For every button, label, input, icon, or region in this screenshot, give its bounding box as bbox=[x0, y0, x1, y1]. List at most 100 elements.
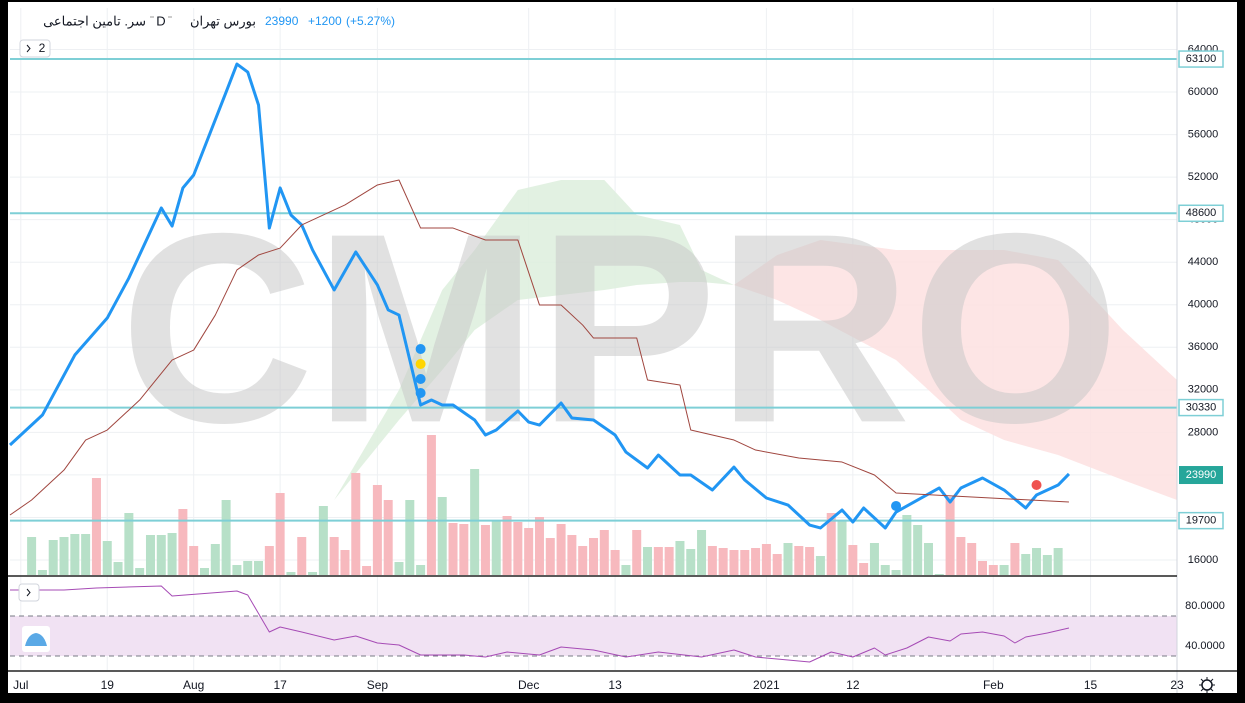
volume-bar bbox=[837, 520, 847, 575]
volume-bar bbox=[869, 543, 879, 575]
x-tick-label: Dec bbox=[518, 678, 539, 692]
y-tick-label: 52000 bbox=[1188, 171, 1219, 183]
rsi-band bbox=[10, 616, 1177, 656]
interval[interactable]: D bbox=[156, 13, 165, 28]
volume-bar bbox=[37, 570, 47, 575]
volume-bar bbox=[761, 544, 771, 575]
watermark: CMPRO bbox=[120, 178, 1120, 479]
volume-bar bbox=[167, 533, 177, 575]
volume-bar bbox=[1053, 548, 1063, 575]
volume-bar bbox=[459, 524, 469, 575]
volume-bar bbox=[945, 497, 955, 575]
volume-bar bbox=[426, 435, 436, 575]
level-label-box bbox=[1178, 511, 1224, 530]
volume-bar bbox=[297, 537, 307, 575]
indicator-icon bbox=[25, 633, 47, 646]
volume-bar bbox=[254, 561, 264, 575]
volume-bar bbox=[718, 548, 728, 575]
x-tick-label: 15 bbox=[1084, 678, 1098, 692]
rsi-tick-label: 80.0000 bbox=[1185, 600, 1225, 612]
volume-bar bbox=[707, 546, 717, 575]
volume-bar bbox=[178, 509, 188, 575]
volume-bar bbox=[448, 523, 458, 575]
signal-dot bbox=[415, 388, 426, 399]
collapse-button[interactable] bbox=[19, 39, 51, 58]
last-price-box bbox=[1179, 466, 1223, 485]
volume-bar bbox=[394, 562, 404, 575]
plot: CMPRO bbox=[8, 8, 1178, 670]
volume-bar bbox=[48, 540, 58, 575]
volume-bar bbox=[653, 547, 663, 575]
volume-bar bbox=[902, 515, 912, 575]
settings-icon-teeth bbox=[1199, 677, 1215, 693]
volume-bar bbox=[81, 534, 91, 575]
signal-dot bbox=[415, 358, 426, 369]
volume-bar bbox=[221, 500, 231, 575]
last-price-label: 23990 bbox=[1186, 469, 1217, 481]
level-label-box bbox=[1178, 50, 1224, 68]
rsi-tick-label: 40.0000 bbox=[1185, 640, 1225, 652]
volume-bar bbox=[264, 546, 274, 575]
volume-bar bbox=[891, 570, 901, 575]
volume-bar bbox=[513, 522, 523, 575]
volume-bar bbox=[145, 535, 155, 575]
last-price: 23990 bbox=[265, 14, 299, 28]
level-label: 19700 bbox=[1186, 515, 1217, 527]
x-tick-label: Sep bbox=[367, 678, 389, 692]
volume-bar bbox=[999, 565, 1009, 575]
exchange: بورس تهران bbox=[190, 13, 256, 29]
volume-bar bbox=[697, 530, 707, 575]
volume-bar bbox=[880, 565, 890, 575]
level-label-box bbox=[1178, 204, 1224, 223]
chevron-icon bbox=[26, 44, 31, 53]
y-tick-label: 16000 bbox=[1188, 554, 1219, 566]
volume-bar bbox=[675, 541, 685, 575]
y-tick-label: 44000 bbox=[1188, 256, 1219, 268]
indicator-count: 2 bbox=[39, 41, 46, 55]
volume-bar bbox=[480, 525, 490, 575]
volume-bar bbox=[405, 500, 415, 575]
y-tick-label: 36000 bbox=[1188, 341, 1219, 353]
volume-bar bbox=[70, 534, 80, 575]
volume-bar bbox=[502, 516, 512, 575]
expand-button[interactable] bbox=[18, 583, 40, 602]
volume-bar bbox=[978, 561, 987, 575]
volume-bar bbox=[91, 478, 101, 575]
volume-bar bbox=[599, 530, 609, 575]
volume-bar bbox=[686, 549, 696, 575]
volume-bar bbox=[340, 550, 350, 575]
volume-bar bbox=[1010, 543, 1020, 575]
level-label-box bbox=[1178, 398, 1224, 417]
volume-bar bbox=[286, 572, 296, 575]
x-tick-label: 2021 bbox=[753, 678, 780, 692]
signal-dot bbox=[415, 373, 426, 384]
x-tick-label: 17 bbox=[273, 678, 287, 692]
volume-bar bbox=[621, 565, 631, 575]
volume-bar bbox=[362, 566, 372, 575]
volume-bar bbox=[200, 568, 209, 575]
volume-bar bbox=[859, 563, 869, 575]
volume-bar bbox=[308, 572, 318, 575]
volume-bar bbox=[534, 517, 544, 575]
volume-bar bbox=[783, 543, 793, 575]
y-tick-label: 40000 bbox=[1188, 299, 1219, 311]
chevron-icon bbox=[26, 588, 31, 597]
volume-bar bbox=[275, 493, 285, 575]
volume-bar bbox=[967, 543, 977, 575]
level-label: 63100 bbox=[1186, 53, 1217, 65]
volume-bar bbox=[923, 543, 933, 575]
cloud bbox=[733, 239, 1177, 501]
x-tick-label: Jul bbox=[13, 678, 28, 692]
y-tick-label: 60000 bbox=[1188, 86, 1219, 98]
change-percent: (+5.27%) bbox=[346, 14, 395, 28]
volume-bar bbox=[740, 550, 750, 575]
signal-dot bbox=[415, 343, 426, 354]
signal-dot bbox=[891, 500, 902, 511]
volume-bar bbox=[826, 513, 836, 575]
volume-bar bbox=[545, 538, 555, 575]
volume-bar bbox=[632, 530, 642, 575]
volume-bar bbox=[243, 561, 253, 575]
x-tick-label: 23 bbox=[1170, 678, 1184, 692]
